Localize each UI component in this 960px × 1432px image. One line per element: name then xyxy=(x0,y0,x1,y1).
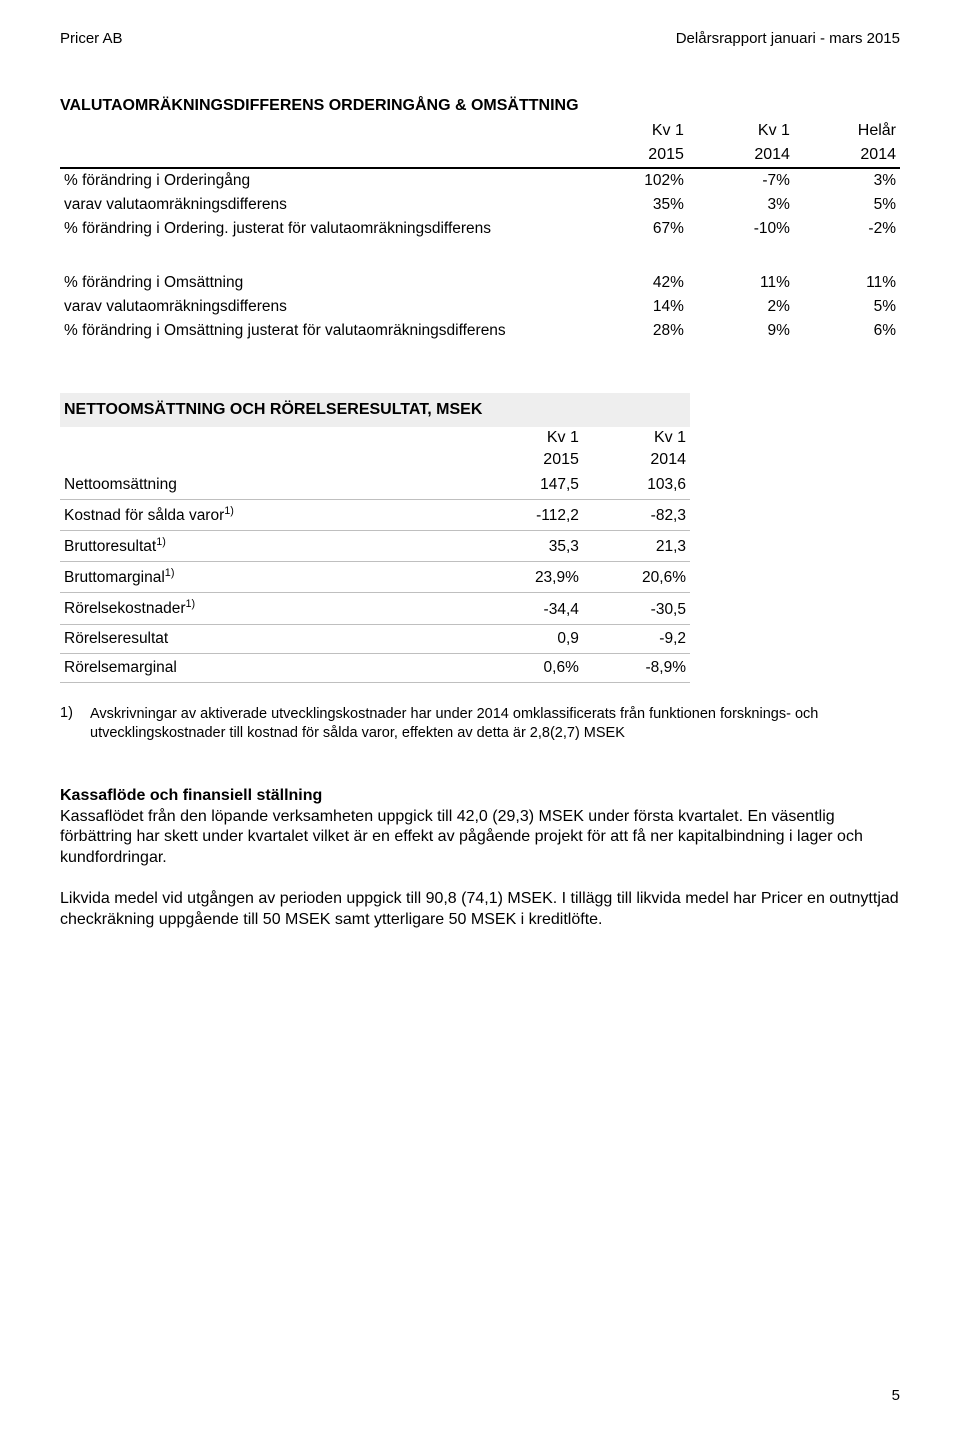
row-label: Nettoomsättning xyxy=(60,471,476,500)
row-value: -2% xyxy=(794,217,900,241)
table-row: % förändring i Omsättning42%11%11% xyxy=(60,271,900,295)
row-value: 0,9 xyxy=(476,624,583,653)
table-row: Rörelseresultat0,9-9,2 xyxy=(60,624,690,653)
row-label: % förändring i Orderingång xyxy=(60,168,582,193)
table-row: % förändring i Orderingång102%-7%3% xyxy=(60,168,900,193)
row-value: 20,6% xyxy=(583,562,690,593)
page-number: 5 xyxy=(892,1387,900,1404)
row-value: 103,6 xyxy=(583,471,690,500)
footnote-text: Avskrivningar av aktiverade utvecklingsk… xyxy=(90,705,900,744)
row-value: -34,4 xyxy=(476,593,583,624)
t1-col-bot-1: 2014 xyxy=(688,143,794,168)
row-value: 35,3 xyxy=(476,531,583,562)
t1-col-top-0: Kv 1 xyxy=(582,119,688,143)
row-value: -10% xyxy=(688,217,794,241)
t2-col-top-1: Kv 1 xyxy=(583,427,690,449)
row-value: 67% xyxy=(582,217,688,241)
table-row: Rörelsemarginal0,6%-8,9% xyxy=(60,653,690,682)
row-value: 147,5 xyxy=(476,471,583,500)
row-value: 14% xyxy=(582,295,688,319)
table1-title: VALUTAOMRÄKNINGSDIFFERENS ORDERINGÅNG & … xyxy=(60,97,900,115)
row-value: -82,3 xyxy=(583,500,690,531)
t1-col-bot-0: 2015 xyxy=(582,143,688,168)
row-value: 21,3 xyxy=(583,531,690,562)
row-value: -112,2 xyxy=(476,500,583,531)
row-value: -9,2 xyxy=(583,624,690,653)
row-value: 9% xyxy=(688,319,794,343)
t2-col-bot-1: 2014 xyxy=(583,449,690,471)
t2-col-top-0: Kv 1 xyxy=(476,427,583,449)
table-row: Kostnad för sålda varor1)-112,2-82,3 xyxy=(60,500,690,531)
row-value: -8,9% xyxy=(583,653,690,682)
body-text: Kassaflöde och finansiell ställning Kass… xyxy=(60,786,900,931)
table-row: varav valutaomräkningsdifferens14%2%5% xyxy=(60,295,900,319)
row-label: % förändring i Omsättning justerat för v… xyxy=(60,319,582,343)
row-value: 42% xyxy=(582,271,688,295)
body-para-2: Likvida medel vid utgången av perioden u… xyxy=(60,889,900,931)
row-label: Rörelsemarginal xyxy=(60,653,476,682)
table-row: Nettoomsättning147,5103,6 xyxy=(60,471,690,500)
footnote-num: 1) xyxy=(60,705,90,744)
table-row: % förändring i Ordering. justerat för va… xyxy=(60,217,900,241)
row-label: varav valutaomräkningsdifferens xyxy=(60,295,582,319)
page-header: Pricer AB Delårsrapport januari - mars 2… xyxy=(60,30,900,47)
row-value: 2% xyxy=(688,295,794,319)
row-value: 102% xyxy=(582,168,688,193)
row-value: 23,9% xyxy=(476,562,583,593)
table1: Kv 1 Kv 1 Helår 2015 2014 2014 % förändr… xyxy=(60,119,900,343)
t1-col-top-1: Kv 1 xyxy=(688,119,794,143)
t1-col-bot-2: 2014 xyxy=(794,143,900,168)
row-value: 3% xyxy=(794,168,900,193)
table-row: Rörelsekostnader1)-34,4-30,5 xyxy=(60,593,690,624)
row-value: 5% xyxy=(794,295,900,319)
row-label: Bruttomarginal1) xyxy=(60,562,476,593)
row-label: Bruttoresultat1) xyxy=(60,531,476,562)
row-label: Kostnad för sålda varor1) xyxy=(60,500,476,531)
row-value: 35% xyxy=(582,193,688,217)
row-value: -7% xyxy=(688,168,794,193)
row-value: 0,6% xyxy=(476,653,583,682)
row-value: 11% xyxy=(794,271,900,295)
row-value: 28% xyxy=(582,319,688,343)
body-para-1: Kassaflödet från den löpande verksamhete… xyxy=(60,807,900,869)
row-label: % förändring i Ordering. justerat för va… xyxy=(60,217,582,241)
row-label: Rörelsekostnader1) xyxy=(60,593,476,624)
table-row: Bruttoresultat1)35,321,3 xyxy=(60,531,690,562)
body-heading: Kassaflöde och finansiell ställning xyxy=(60,786,900,807)
header-left: Pricer AB xyxy=(60,30,123,47)
header-right: Delårsrapport januari - mars 2015 xyxy=(676,30,900,47)
row-value: 6% xyxy=(794,319,900,343)
footnote: 1) Avskrivningar av aktiverade utvecklin… xyxy=(60,705,900,744)
table2-title: NETTOOMSÄTTNING OCH RÖRELSERESULTAT, MSE… xyxy=(60,393,690,427)
table-row: Bruttomarginal1)23,9%20,6% xyxy=(60,562,690,593)
table2: NETTOOMSÄTTNING OCH RÖRELSERESULTAT, MSE… xyxy=(60,393,690,683)
row-value: 3% xyxy=(688,193,794,217)
row-value: 11% xyxy=(688,271,794,295)
table-row: varav valutaomräkningsdifferens35%3%5% xyxy=(60,193,900,217)
row-label: Rörelseresultat xyxy=(60,624,476,653)
row-label: % förändring i Omsättning xyxy=(60,271,582,295)
t1-col-top-2: Helår xyxy=(794,119,900,143)
t2-col-bot-0: 2015 xyxy=(476,449,583,471)
row-label: varav valutaomräkningsdifferens xyxy=(60,193,582,217)
row-value: -30,5 xyxy=(583,593,690,624)
table-row: % förändring i Omsättning justerat för v… xyxy=(60,319,900,343)
row-value: 5% xyxy=(794,193,900,217)
